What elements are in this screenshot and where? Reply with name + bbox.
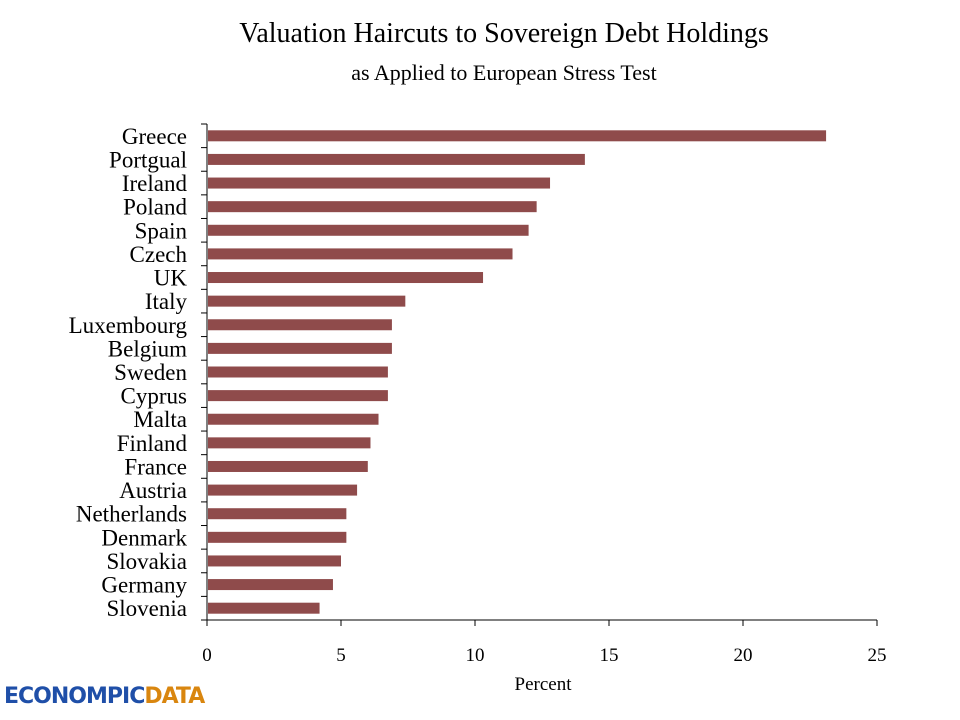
x-tick-label: 0 — [202, 645, 212, 666]
bar-denmark — [208, 531, 347, 543]
y-tick-label: Greece — [122, 124, 187, 149]
bar-luxembourg — [208, 319, 392, 331]
bar-sweden — [208, 366, 388, 378]
bar-portgual — [208, 153, 585, 165]
bar-spain — [208, 224, 529, 236]
y-tick-label: Portgual — [109, 147, 187, 172]
y-tick-label: France — [124, 454, 187, 479]
x-axis-label: Percent — [515, 674, 573, 695]
x-tick-label: 5 — [336, 645, 346, 666]
chart-subtitle: as Applied to European Stress Test — [351, 60, 657, 85]
bar-slovenia — [208, 602, 320, 614]
y-tick-label: Luxembourg — [69, 313, 188, 338]
y-tick-label: Finland — [117, 431, 188, 456]
bar-slovakia — [208, 555, 341, 567]
y-tick-label: Austria — [119, 478, 187, 503]
bar-netherlands — [208, 508, 347, 520]
y-tick-label: Netherlands — [76, 502, 187, 527]
bar-cyprus — [208, 390, 388, 402]
bar-czech — [208, 248, 513, 260]
bar-greece — [208, 130, 827, 142]
x-tick-label: 25 — [868, 645, 887, 666]
y-tick-label: Italy — [145, 289, 188, 314]
bar-uk — [208, 272, 484, 284]
bar-germany — [208, 579, 333, 591]
bar-poland — [208, 201, 537, 213]
y-tick-label: Cyprus — [121, 384, 188, 409]
x-tick-label: 20 — [734, 645, 753, 666]
y-tick-label: Malta — [133, 407, 187, 432]
y-tick-label: Czech — [130, 242, 188, 267]
y-tick-label: Spain — [135, 218, 188, 243]
y-tick-label: Poland — [123, 195, 187, 220]
chart-title: Valuation Haircuts to Sovereign Debt Hol… — [239, 18, 769, 49]
x-tick-label: 15 — [600, 645, 619, 666]
y-tick-label: Germany — [101, 573, 187, 598]
bar-italy — [208, 295, 406, 307]
bar-belgium — [208, 342, 392, 354]
y-tick-label: Belgium — [108, 336, 187, 361]
y-tick-label: Slovakia — [107, 549, 188, 574]
bar-austria — [208, 484, 358, 496]
logo-part2: DATA — [144, 684, 205, 709]
y-tick-label: Denmark — [101, 525, 187, 550]
y-tick-label: Slovenia — [107, 596, 188, 621]
economicdata-logo: ECONOMPICDATA — [4, 684, 205, 709]
bar-france — [208, 460, 368, 472]
logo-part1: ECONOMPIC — [4, 684, 145, 709]
y-tick-label: UK — [154, 266, 188, 291]
y-tick-label: Sweden — [114, 360, 187, 385]
y-tick-label: Ireland — [122, 171, 188, 196]
bar-malta — [208, 413, 379, 425]
bar-ireland — [208, 177, 551, 189]
x-tick-label: 10 — [466, 645, 485, 666]
bar-finland — [208, 437, 371, 449]
